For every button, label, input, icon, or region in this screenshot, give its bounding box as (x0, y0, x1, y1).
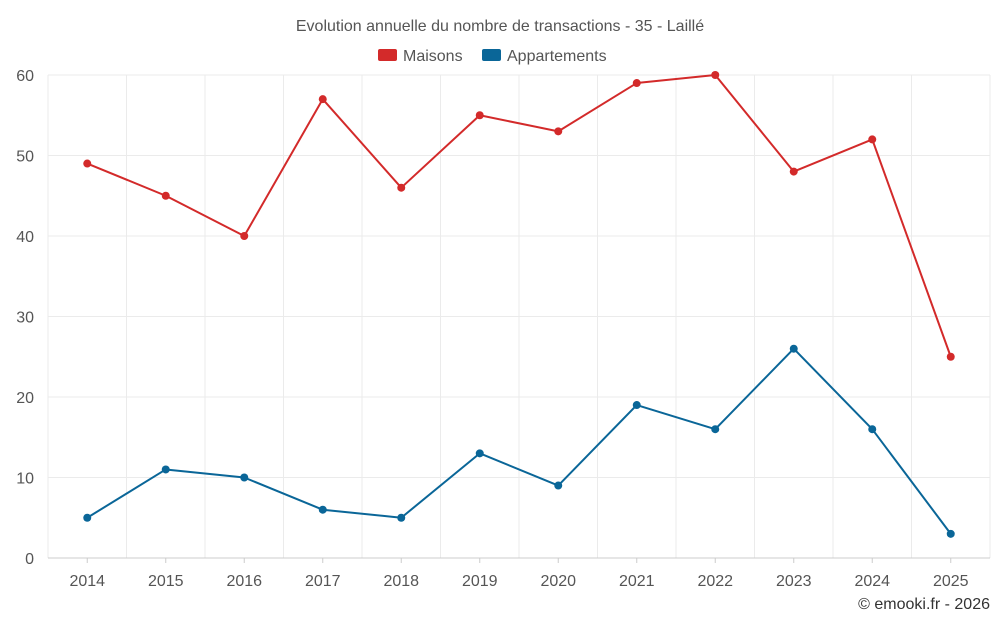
chart-legend: Maisons Appartements (378, 48, 607, 65)
legend-label: Appartements (507, 48, 607, 65)
legend-item-maisons[interactable]: Maisons (378, 48, 463, 65)
data-point[interactable] (318, 505, 327, 514)
data-point[interactable] (83, 513, 92, 522)
legend-item-appartements[interactable]: Appartements (482, 48, 607, 65)
series-line (86, 347, 952, 535)
data-point[interactable] (789, 344, 798, 353)
chart-title: Evolution annuelle du nombre de transact… (296, 18, 704, 35)
data-point[interactable] (240, 473, 249, 482)
y-tick-label: 30 (16, 310, 34, 327)
data-point[interactable] (946, 529, 955, 538)
chart-credit: © emooki.fr - 2026 (858, 596, 990, 613)
x-tick-label: 2025 (933, 573, 969, 590)
x-tick-label: 2023 (776, 573, 812, 590)
x-tick-label: 2021 (619, 573, 655, 590)
x-tick-label: 2017 (305, 573, 341, 590)
data-point[interactable] (554, 481, 563, 490)
x-tick-label: 2019 (462, 573, 498, 590)
x-axis: 2014 2015 2016 2017 2018 2019 2020 2021 2022 2023… (69, 558, 969, 590)
data-point[interactable] (318, 95, 327, 104)
series-line (86, 74, 952, 358)
y-tick-label: 20 (16, 390, 34, 407)
data-point[interactable] (397, 183, 406, 192)
data-point[interactable] (711, 71, 720, 79)
x-tick-label: 2014 (69, 573, 105, 590)
chart-grid (47, 74, 991, 559)
data-point[interactable] (632, 79, 641, 88)
x-tick-label: 2018 (383, 573, 419, 590)
y-tick-label: 40 (16, 229, 34, 246)
data-point[interactable] (711, 425, 720, 434)
y-tick-label: 50 (16, 149, 34, 166)
x-tick-label: 2016 (226, 573, 262, 590)
data-point[interactable] (397, 513, 406, 522)
legend-swatch (378, 49, 397, 61)
y-tick-label: 10 (16, 471, 34, 488)
data-point[interactable] (868, 425, 877, 434)
data-point[interactable] (161, 191, 170, 200)
data-point[interactable] (240, 232, 249, 240)
x-tick-label: 2015 (148, 573, 184, 590)
x-tick-label: 2022 (697, 573, 733, 590)
y-tick-label: 60 (16, 68, 34, 85)
data-point[interactable] (868, 135, 877, 144)
data-point[interactable] (475, 111, 484, 120)
chart-series (83, 71, 955, 538)
data-point[interactable] (946, 352, 955, 361)
series-appartements (83, 344, 955, 538)
data-point[interactable] (632, 401, 641, 410)
y-tick-label: 0 (25, 551, 34, 568)
legend-label: Maisons (403, 48, 463, 65)
series-maisons (83, 71, 955, 361)
data-point[interactable] (161, 465, 170, 474)
y-axis: 0 10 20 30 40 50 60 (16, 68, 34, 568)
data-point[interactable] (789, 167, 798, 176)
data-point[interactable] (554, 127, 563, 136)
data-point[interactable] (83, 159, 92, 168)
x-tick-label: 2024 (854, 573, 890, 590)
legend-swatch (482, 49, 501, 61)
x-tick-label: 2020 (540, 573, 576, 590)
data-point[interactable] (475, 449, 484, 458)
